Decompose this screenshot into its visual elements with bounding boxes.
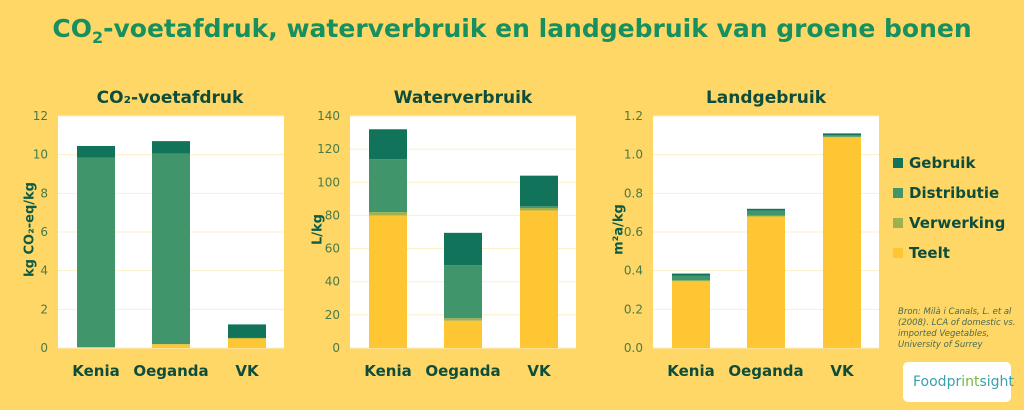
y-tick-label: 8	[40, 186, 48, 200]
x-category-label: VK	[830, 362, 855, 380]
bar-segment-verwerking-kenia	[369, 212, 407, 216]
y-tick-label: 120	[317, 142, 340, 156]
bar-segment-gebruik-kenia	[77, 145, 115, 158]
y-tick-label: 0.0	[624, 341, 643, 355]
bar-segment-gebruik-oeganda	[747, 208, 785, 211]
bar-segment-verwerking-oeganda	[444, 318, 482, 321]
bar-segment-teelt-oeganda	[747, 216, 785, 348]
y-tick-label: 1.0	[624, 148, 643, 162]
bar-segment-teelt-kenia	[672, 281, 710, 348]
legend-swatch	[893, 188, 903, 198]
title-part: CO	[52, 14, 92, 43]
y-tick-label: 40	[325, 275, 340, 289]
logo-text: Foodpr	[913, 374, 962, 390]
x-category-label: Kenia	[364, 362, 411, 380]
bar-segment-distributie-vk	[520, 206, 558, 208]
x-category-label: VK	[235, 362, 260, 380]
bar-segment-teelt-vk	[228, 338, 266, 348]
chart-title-water: Waterverbruik	[393, 88, 533, 108]
y-tick-label: 0	[40, 341, 48, 355]
foodprintsight-logo: Foodpr int sight	[903, 362, 1014, 402]
bar-segment-gebruik-kenia	[672, 273, 710, 276]
legend-label: Verwerking	[909, 214, 1006, 232]
bar-segment-gebruik-kenia	[369, 129, 407, 160]
legend-item-gebruik: Gebruik	[893, 148, 1005, 178]
y-tick-label: 4	[40, 264, 48, 278]
bar-segment-verwerking-vk	[823, 136, 861, 138]
logo-text: sight	[979, 374, 1014, 390]
x-category-label: VK	[527, 362, 552, 380]
y-tick-label: 100	[317, 175, 340, 189]
bar-segment-gebruik-vk	[520, 175, 558, 207]
legend-item-verwerking: Verwerking	[893, 208, 1005, 238]
x-category-label: Kenia	[72, 362, 119, 380]
legend: Gebruik Distributie Verwerking Teelt	[893, 148, 1005, 268]
y-tick-label: 20	[325, 308, 340, 322]
bar-segment-distributie-vk	[823, 135, 861, 137]
y-tick-label: 0.8	[624, 186, 643, 200]
bar-segment-teelt-oeganda	[152, 344, 190, 348]
legend-item-distributie: Distributie	[893, 178, 1005, 208]
chart-title-co2: CO₂-voetafdruk	[96, 88, 244, 108]
legend-swatch	[893, 158, 903, 168]
title-subscript: 2	[91, 28, 104, 47]
y-tick-label: 6	[40, 225, 48, 239]
logo-text: int	[961, 374, 980, 390]
bar-segment-teelt-vk	[823, 137, 861, 348]
bar-segment-distributie-kenia	[369, 159, 407, 213]
bar-segment-gebruik-vk	[823, 133, 861, 136]
y-tick-label: 0	[332, 341, 340, 355]
bar-segment-distributie-kenia	[77, 157, 115, 348]
legend-swatch	[893, 248, 903, 258]
bar-segment-distributie-kenia	[672, 275, 710, 281]
bar-segment-verwerking-kenia	[672, 280, 710, 282]
y-tick-label: 2	[40, 302, 48, 316]
bar-segment-verwerking-vk	[228, 337, 266, 339]
y-tick-label: 12	[33, 109, 48, 123]
y-tick-label: 80	[325, 208, 340, 222]
source-note: Bron: Milà i Canals, L. et al (2008). LC…	[898, 307, 1016, 350]
bar-segment-distributie-oeganda	[152, 153, 190, 345]
bar-segment-teelt-kenia	[369, 215, 407, 348]
x-category-label: Oeganda	[425, 362, 500, 380]
legend-swatch	[893, 218, 903, 228]
title-part: -voetafdruk, waterverbruik en landgebrui…	[103, 14, 972, 43]
bar-segment-teelt-vk	[520, 210, 558, 348]
legend-label: Gebruik	[909, 154, 976, 172]
legend-label: Teelt	[909, 244, 950, 262]
legend-item-teelt: Teelt	[893, 238, 1005, 268]
bar-segment-gebruik-vk	[228, 324, 266, 338]
y-tick-label: 60	[325, 242, 340, 256]
bar-segment-distributie-oeganda	[444, 265, 482, 319]
bar-segment-verwerking-oeganda	[747, 215, 785, 217]
chart-title-land: Landgebruik	[705, 88, 827, 108]
bar-segment-verwerking-vk	[520, 207, 558, 211]
x-category-label: Oeganda	[133, 362, 208, 380]
bar-segment-gebruik-oeganda	[444, 232, 482, 266]
bar-segment-gebruik-oeganda	[152, 141, 190, 154]
y-tick-label: 0.4	[624, 264, 643, 278]
y-tick-label: 10	[33, 148, 48, 162]
y-tick-label: 140	[317, 109, 340, 123]
y-tick-label: 1.2	[624, 109, 643, 123]
y-tick-label: 0.6	[624, 225, 643, 239]
bar-segment-teelt-oeganda	[444, 320, 482, 348]
x-category-label: Oeganda	[728, 362, 803, 380]
legend-label: Distributie	[909, 184, 1000, 202]
x-category-label: Kenia	[667, 362, 714, 380]
bar-segment-distributie-oeganda	[747, 210, 785, 216]
main-title: CO2-voetafdruk, waterverbruik en landgeb…	[0, 14, 1024, 47]
y-tick-label: 0.2	[624, 302, 643, 316]
bar-segment-teelt-kenia	[77, 347, 115, 348]
